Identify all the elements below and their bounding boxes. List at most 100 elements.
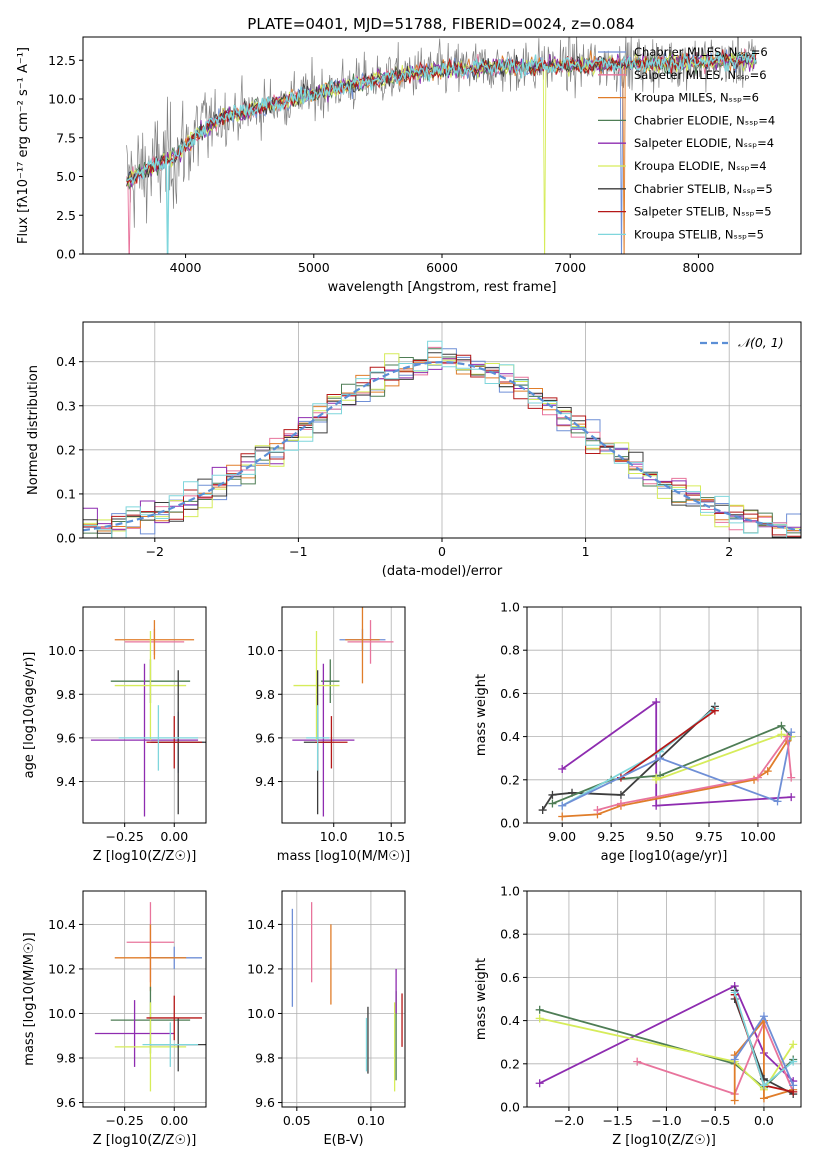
y-tick-label: 9.4 (255, 774, 275, 789)
weight-point-kroupa-elodie (652, 775, 661, 784)
figure-title: PLATE=0401, MJD=51788, FIBERID=0024, z=0… (247, 15, 634, 33)
legend-label: Kroupa MILES, Nₛₛₚ=6 (634, 91, 759, 105)
y-tick-label: 10.0 (48, 1006, 76, 1021)
weight-point-chabrier-miles (787, 728, 796, 737)
weight-point-kroupa-stelib (789, 1057, 798, 1066)
mass-vs-ebv-panel: 0.05 0.10 9.6 9.8 10.0 10.2 10.4 E(B-V) (247, 890, 406, 1148)
weight-point-salpeter-miles (783, 732, 792, 741)
x-axis-label: E(B-V) (323, 1133, 363, 1148)
x-tick-label: 9.75 (695, 829, 723, 844)
error-bars (90, 620, 206, 817)
weight-point-chabrier-stelib (548, 790, 557, 799)
plot-frame (82, 890, 207, 1108)
y-tick-label: 10.0 (247, 643, 275, 658)
weight-point-kroupa-miles (558, 812, 567, 821)
y-tick-label: 0.6 (500, 970, 520, 985)
weight-point-chabrier-stelib (616, 790, 625, 799)
legend-label: Kroupa STELIB, Nₛₛₚ=5 (634, 227, 764, 241)
y-axis-label: age [log10(age/yr)] (22, 652, 37, 779)
spectrum-lines (126, 37, 757, 254)
weight-line-salpeter-stelib (620, 709, 716, 779)
y-tick-label: 10.2 (48, 961, 76, 976)
weight-line-kroupa-elodie (539, 1017, 794, 1092)
weight-point-salpeter-elodie (652, 801, 661, 810)
legend-label: Chabrier MILES, Nₛₛₚ=6 (634, 45, 768, 59)
weight-point-salpeter-miles (753, 773, 762, 782)
weight-point-kroupa-miles (730, 1096, 739, 1105)
weight-point-kroupa-elodie (535, 1014, 544, 1023)
weight-point-chabrier-miles (558, 801, 567, 810)
y-tick-label: 0.0 (56, 531, 76, 546)
x-axis-label: Z [log10(Z/Z☉)] (93, 849, 197, 864)
x-tick-label: 1 (582, 544, 590, 559)
y-tick-label: 0.4 (500, 729, 520, 744)
weight-point-kroupa-miles (759, 1094, 768, 1103)
x-tick-label: 9.25 (597, 829, 625, 844)
x-tick-label: −1.5 (603, 1113, 633, 1128)
weight-point-chabrier-stelib (538, 806, 547, 815)
weight-point-kroupa-miles (763, 767, 772, 776)
weight-point-salpeter-miles (787, 773, 796, 782)
x-tick-label: −2.0 (554, 1113, 584, 1128)
x-tick-label: 0.00 (160, 1113, 188, 1128)
spectrum-panel: 4000 5000 6000 7000 8000 0.0 2.5 5.0 7.5 10.0 12.5… (16, 36, 802, 295)
legend-label: Chabrier ELODIE, Nₛₛₚ=4 (634, 113, 775, 127)
weight-point-chabrier-elodie (777, 721, 786, 730)
y-axis-label: mass weight (474, 674, 489, 756)
x-tick-label: 0.05 (283, 1113, 311, 1128)
legend-label: Chabrier STELIB, Nₛₛₚ=5 (634, 182, 773, 196)
histogram-steps (83, 340, 801, 538)
weight-point-chabrier-miles (759, 1012, 768, 1021)
y-tick-label: 5.0 (56, 169, 76, 184)
x-tick-label: −0.5 (700, 1113, 730, 1128)
weight-point-salpeter-miles (616, 799, 625, 808)
legend-label: Kroupa ELODIE, Nₛₛₚ=4 (634, 159, 767, 173)
y-tick-label: 0.0 (500, 816, 520, 831)
y-tick-label: 0.8 (500, 927, 520, 942)
legend-label: Salpeter STELIB, Nₛₛₚ=5 (634, 205, 772, 219)
weight-point-chabrier-elodie (548, 799, 557, 808)
x-tick-label: 0.0 (754, 1113, 774, 1128)
legend-label: 𝒩(0, 1) (738, 335, 784, 350)
x-axis-label: (data-model)/error (382, 564, 503, 579)
x-tick-label: −0.25 (106, 829, 144, 844)
weight-line-chabrier-miles (561, 732, 793, 807)
y-tick-label: 9.6 (56, 730, 76, 745)
y-tick-label: 9.8 (56, 1051, 76, 1066)
weight-line-kroupa-elodie (655, 733, 792, 782)
histogram-kroupa-stelib (83, 340, 801, 538)
y-tick-label: 9.8 (56, 687, 76, 702)
weight-line-salpeter-elodie (561, 700, 792, 807)
x-tick-label: −2 (146, 544, 164, 559)
y-tick-label: 10.0 (247, 1006, 275, 1021)
weight-point-kroupa-stelib (759, 1081, 768, 1090)
weight-point-kroupa-elodie (789, 1040, 798, 1049)
plot-frame (281, 606, 406, 824)
y-tick-label: 9.6 (56, 1095, 76, 1110)
y-tick-label: 0.6 (500, 686, 520, 701)
y-tick-label: 2.5 (56, 208, 76, 223)
model-spectrum-kroupa-stelib (126, 51, 757, 254)
legend-label: Salpeter MILES, Nₛₛₚ=6 (634, 68, 767, 82)
weight-point-chabrier-miles (656, 754, 665, 763)
plot-frame (82, 606, 207, 824)
x-axis-label: mass [log10(M/M☉)] (277, 849, 410, 864)
weight-line-salpeter-miles (636, 1020, 795, 1096)
model-spectrum-chabrier-elodie (126, 52, 757, 190)
y-tick-label: 10.4 (48, 917, 76, 932)
x-tick-label: 0.10 (357, 1113, 385, 1128)
y-tick-label: 0.2 (500, 772, 520, 787)
x-tick-label: −1 (289, 544, 307, 559)
error-bars (94, 902, 206, 1092)
y-axis-label: mass weight (474, 958, 489, 1040)
weight-point-salpeter-miles (633, 1057, 642, 1066)
y-tick-label: 10.4 (247, 917, 275, 932)
plot-frame (281, 890, 406, 1108)
y-tick-label: 0.8 (500, 643, 520, 658)
y-tick-label: 9.4 (56, 774, 76, 789)
x-axis-label: age [log10(age/yr)] (601, 849, 728, 864)
x-tick-label: 5000 (298, 260, 330, 275)
y-tick-label: 0.4 (500, 1013, 520, 1028)
x-tick-label: 10.0 (320, 829, 348, 844)
y-tick-label: 0.2 (56, 442, 76, 457)
